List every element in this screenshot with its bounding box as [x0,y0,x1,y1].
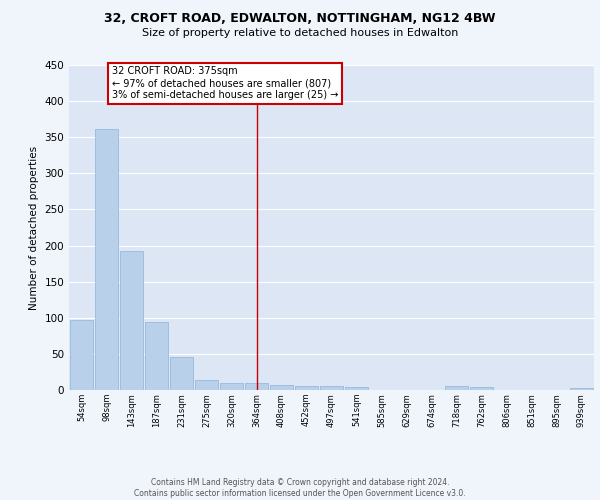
Bar [270,385,293,390]
Bar [70,320,93,390]
Text: Contains HM Land Registry data © Crown copyright and database right 2024.
Contai: Contains HM Land Registry data © Crown c… [134,478,466,498]
Text: Size of property relative to detached houses in Edwalton: Size of property relative to detached ho… [142,28,458,38]
Bar [295,386,318,390]
Y-axis label: Number of detached properties: Number of detached properties [29,146,39,310]
Text: 32 CROFT ROAD: 375sqm
← 97% of detached houses are smaller (807)
3% of semi-deta: 32 CROFT ROAD: 375sqm ← 97% of detached … [112,66,338,100]
Bar [170,357,193,390]
Bar [320,386,343,390]
Bar [245,383,268,390]
Bar [345,387,368,390]
Bar [120,250,143,390]
Bar [195,380,218,390]
Bar [220,383,243,390]
Bar [445,386,468,390]
Bar [145,322,168,390]
Bar [95,128,118,390]
Text: 32, CROFT ROAD, EDWALTON, NOTTINGHAM, NG12 4BW: 32, CROFT ROAD, EDWALTON, NOTTINGHAM, NG… [104,12,496,26]
Bar [470,387,493,390]
Bar [570,388,593,390]
